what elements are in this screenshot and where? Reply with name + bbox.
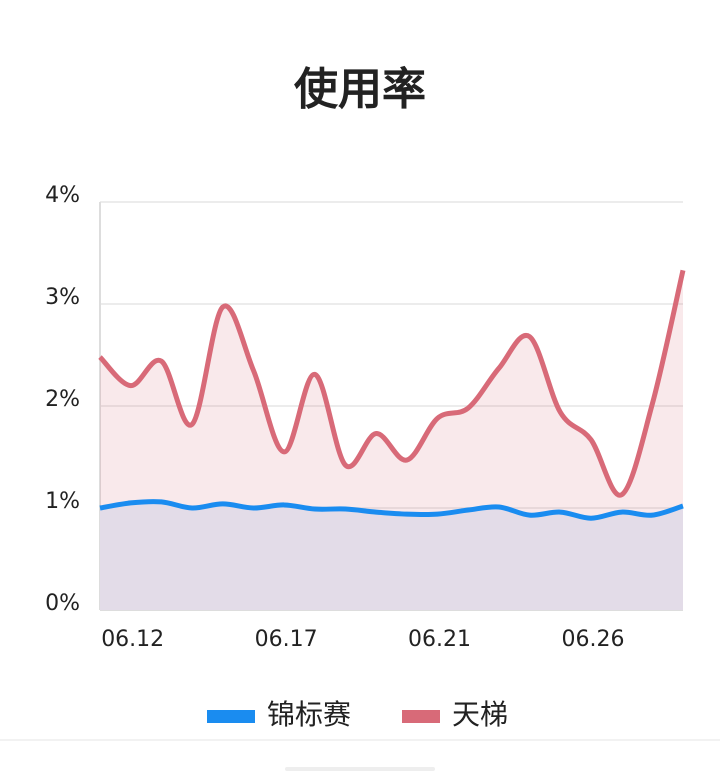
x-tick-label: 06.17 — [255, 627, 318, 652]
area — [100, 501, 683, 610]
legend-swatch — [402, 710, 440, 723]
legend-swatch — [207, 710, 255, 723]
x-tick-label: 06.21 — [408, 627, 471, 652]
chart-title: 使用率 — [294, 64, 426, 115]
y-tick-label: 1% — [45, 489, 80, 514]
y-tick-label: 3% — [45, 285, 80, 310]
y-tick-label: 0% — [45, 591, 80, 616]
legend-label: 锦标赛 — [267, 698, 351, 731]
x-tick-label: 06.26 — [561, 627, 624, 652]
line — [98, 269, 686, 498]
y-tick-label: 2% — [45, 387, 80, 412]
x-tick-label: 06.12 — [101, 627, 164, 652]
y-tick-label: 4% — [45, 183, 80, 208]
home-indicator — [285, 767, 435, 771]
legend-label: 天梯 — [452, 698, 508, 731]
line — [99, 499, 684, 521]
